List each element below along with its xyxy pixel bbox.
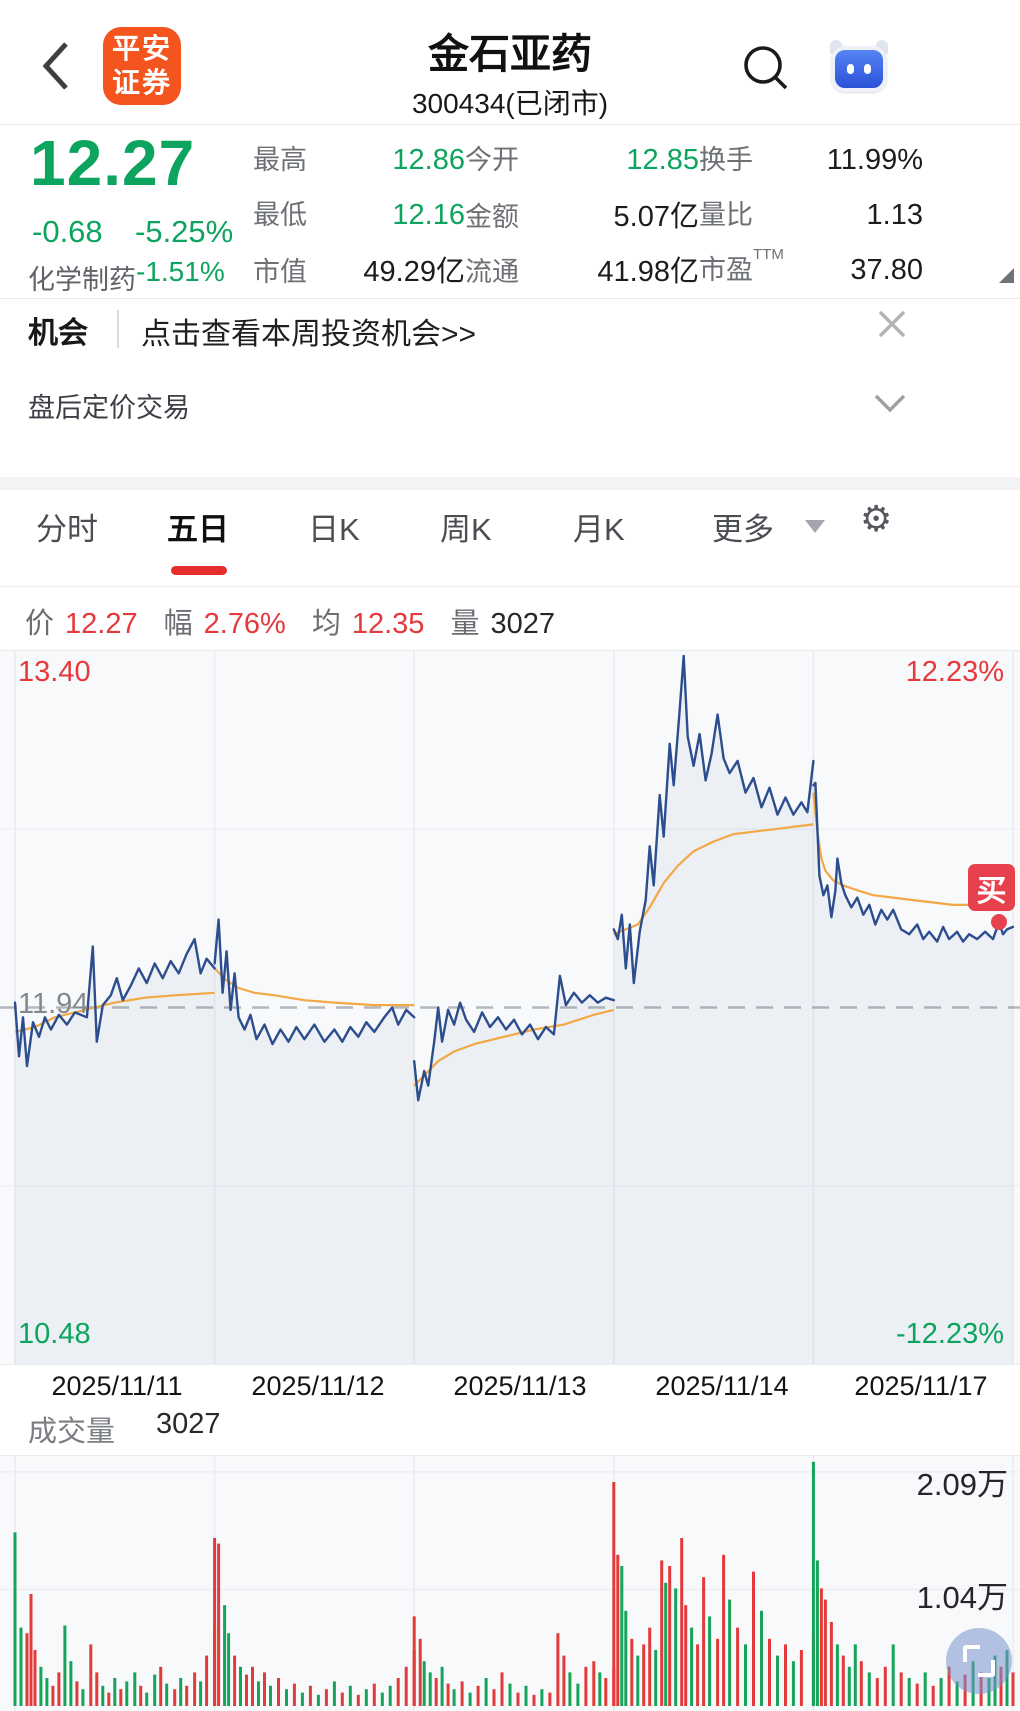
date-label: 2025/11/11 <box>51 1371 183 1401</box>
close-icon[interactable] <box>874 306 910 342</box>
ai-assistant-icon[interactable] <box>828 40 890 92</box>
stat-cell: 最低 12.16 <box>253 189 465 244</box>
fullscreen-button[interactable] <box>946 1628 1012 1694</box>
stat-cell: 市值 49.29亿 <box>253 244 465 299</box>
robot-eye <box>847 64 854 74</box>
date-label: 2025/11/12 <box>251 1371 385 1401</box>
stat-value: 12.85 <box>626 144 699 176</box>
volume-label: 成交量 <box>28 1416 116 1448</box>
axis-max-pct: 12.23% <box>905 656 1004 688</box>
afterhours-label: 盘后定价交易 <box>28 393 190 423</box>
stat-value: 37.80 <box>850 254 923 286</box>
price-change: -0.68 <box>32 214 103 249</box>
axis-baseline-price: 11.94 <box>18 988 89 1020</box>
axis-min-pct: -12.23% <box>895 1318 1004 1350</box>
legend-price-value: 12.27 <box>65 608 138 640</box>
banner-link[interactable]: 点击查看本周投资机会>> <box>141 318 477 351</box>
tab-4[interactable]: 周K <box>440 512 492 547</box>
stat-value: 41.98亿 <box>597 256 699 288</box>
buy-signal-badge[interactable]: 买 <box>968 864 1015 911</box>
logo-line1: 平安 <box>111 33 172 64</box>
stat-value: 11.99% <box>826 144 923 176</box>
chevron-down-icon[interactable] <box>805 520 825 533</box>
page-title: 金石亚药 <box>428 31 592 77</box>
tab-1[interactable]: 分时 <box>36 512 98 547</box>
stat-label: 流通 <box>465 257 519 287</box>
stat-cell: 流通 41.98亿 <box>465 244 699 299</box>
stat-label: 市盈TTM <box>699 246 784 285</box>
tab-2[interactable]: 五日 <box>167 512 229 547</box>
stock-code-status: 300434(已闭市) <box>411 88 609 119</box>
legend-avg-label: 均 <box>311 608 341 640</box>
stat-value: 1.13 <box>866 199 923 231</box>
date-axis: 2025/11/11 2025/11/12 2025/11/13 2025/11/14… <box>0 1371 1020 1403</box>
stat-value: 12.16 <box>392 199 465 231</box>
stat-cell: 量比 1.13 <box>699 189 923 244</box>
divider <box>0 586 1020 587</box>
legend-avg-value: 12.35 <box>351 608 425 640</box>
banner-separator <box>117 310 119 348</box>
stat-label: 量比 <box>699 200 753 230</box>
tab-more[interactable]: 更多 <box>712 512 774 547</box>
axis-max-price: 13.40 <box>18 656 91 688</box>
gear-icon[interactable]: ⚙ <box>860 498 893 539</box>
date-label: 2025/11/14 <box>655 1371 789 1401</box>
tab-5[interactable]: 月K <box>573 512 625 547</box>
legend-amp-label: 幅 <box>163 608 193 640</box>
axis-min-price: 10.48 <box>18 1318 91 1350</box>
robot-eye <box>864 64 871 74</box>
search-icon[interactable] <box>740 42 792 94</box>
legend-amp-value: 2.76% <box>203 608 286 640</box>
banner-tag: 机会 <box>28 317 88 350</box>
broker-logo[interactable]: 平安 证券 <box>103 27 181 105</box>
section-band <box>0 477 1020 490</box>
stat-cell: 今开 12.85 <box>465 134 699 189</box>
chevron-down-icon[interactable] <box>872 392 908 414</box>
tab-3[interactable]: 日K <box>308 512 360 547</box>
stat-cell: 市盈TTM 37.80 <box>699 244 923 299</box>
period-tabs: 分时 五日 日K 周K 月K 更多 ⚙ <box>0 496 1020 584</box>
price-chart-svg <box>0 651 1020 1364</box>
stat-label: 最低 <box>253 200 307 230</box>
volume-axis-top: 2.09万 <box>916 1467 1008 1502</box>
robot-face <box>831 46 887 92</box>
header-divider <box>0 124 1020 125</box>
expand-corner-icon <box>963 1645 980 1662</box>
quote-stats-grid: 最高 12.86 今开 12.85 换手 11.99% 最低 12.16 金额 5.07亿 量比 1.… <box>253 134 923 299</box>
stat-cell: 金额 5.07亿 <box>465 189 699 244</box>
legend-vol-label: 量 <box>450 608 480 640</box>
stat-cell: 最高 12.86 <box>253 134 465 189</box>
stat-label: 市值 <box>253 257 307 287</box>
expand-corner-icon <box>978 1660 995 1677</box>
stat-value: 12.86 <box>392 144 465 176</box>
stat-cell: 换手 11.99% <box>699 134 923 189</box>
date-label: 2025/11/13 <box>453 1371 587 1401</box>
back-icon[interactable] <box>38 40 74 92</box>
stat-value: 49.29亿 <box>363 256 465 288</box>
stat-label: 换手 <box>699 145 753 175</box>
date-label: 2025/11/17 <box>854 1371 988 1401</box>
price-change-pct: -5.25% <box>135 214 234 249</box>
stat-label: 金额 <box>465 202 519 232</box>
volume-chart-svg <box>0 1456 1020 1711</box>
price-chart[interactable] <box>0 650 1020 1365</box>
logo-line2: 证券 <box>111 67 172 98</box>
expand-quote-icon[interactable] <box>999 268 1014 283</box>
stat-value: 5.07亿 <box>613 201 699 233</box>
volume-axis-mid: 1.04万 <box>916 1580 1008 1615</box>
chart-legend: 价 12.27 幅 2.76% 均 12.35 量 3027 <box>25 600 581 642</box>
sector-change: -1.51% <box>136 256 225 287</box>
last-price: 12.27 <box>30 127 196 199</box>
sector-name[interactable]: 化学制药 <box>28 265 136 295</box>
volume-chart[interactable] <box>0 1455 1020 1711</box>
stat-label: 今开 <box>465 145 519 175</box>
legend-vol-value: 3027 <box>490 608 555 640</box>
stat-label: 最高 <box>253 145 307 175</box>
divider <box>0 298 1020 299</box>
legend-price-label: 价 <box>25 608 55 640</box>
active-tab-underline <box>171 566 227 575</box>
volume-value: 3027 <box>156 1408 221 1440</box>
